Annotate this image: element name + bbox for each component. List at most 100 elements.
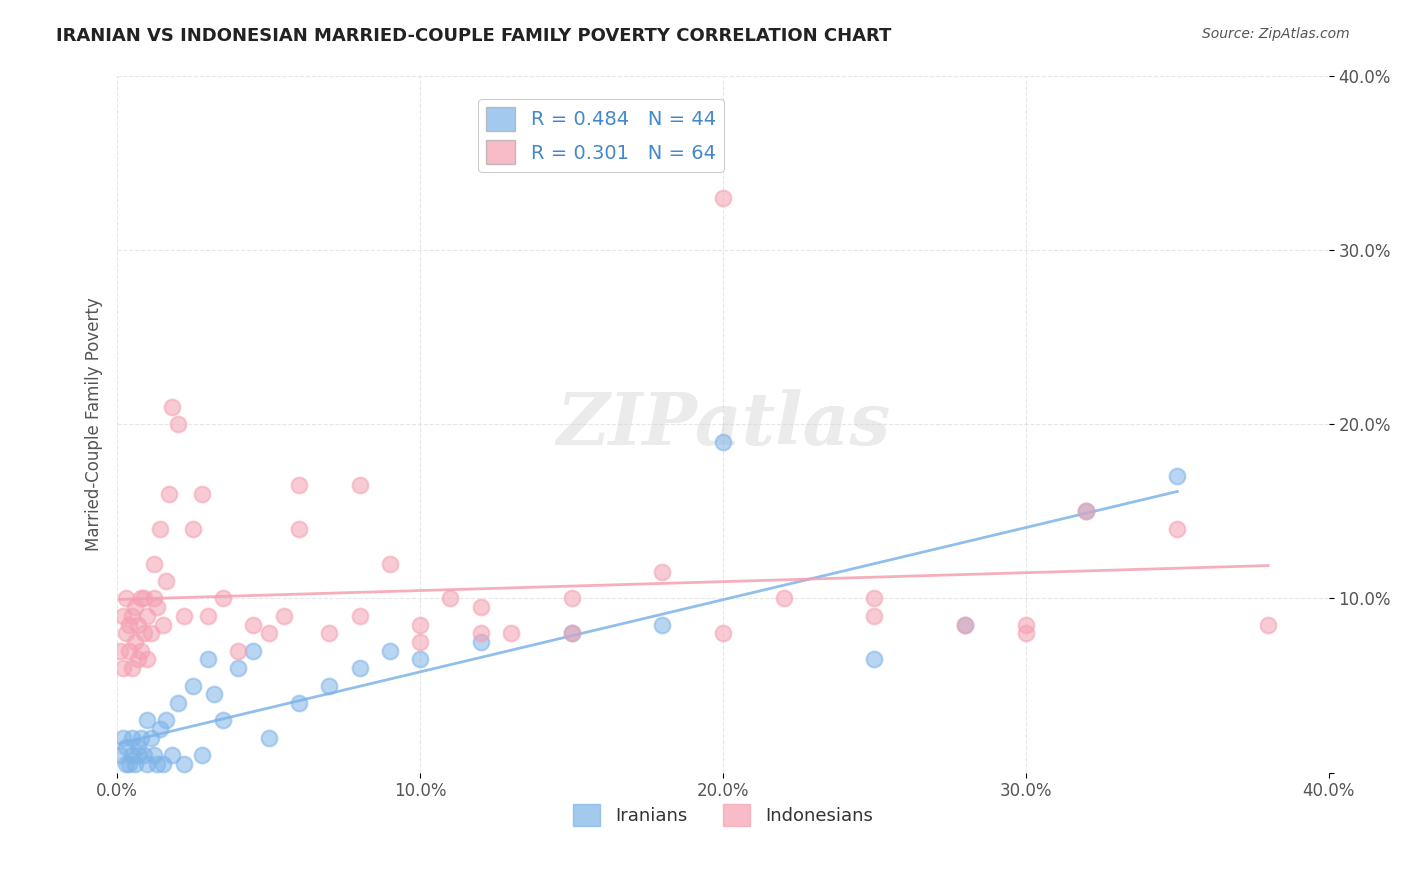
- Point: [955, 617, 977, 632]
- Point: [121, 748, 143, 763]
- Text: IRANIAN VS INDONESIAN MARRIED-COUPLE FAMILY POVERTY CORRELATION CHART: IRANIAN VS INDONESIAN MARRIED-COUPLE FAM…: [56, 27, 891, 45]
- Point: [257, 731, 280, 745]
- Point: [349, 478, 371, 492]
- Point: [121, 731, 143, 745]
- Point: [139, 626, 162, 640]
- Point: [1015, 626, 1038, 640]
- Point: [112, 731, 135, 745]
- Point: [124, 600, 146, 615]
- Point: [181, 679, 204, 693]
- Point: [173, 608, 195, 623]
- Point: [318, 679, 340, 693]
- Point: [242, 644, 264, 658]
- Point: [288, 696, 311, 710]
- Point: [560, 626, 582, 640]
- Point: [115, 739, 138, 754]
- Point: [112, 608, 135, 623]
- Point: [470, 600, 492, 615]
- Point: [349, 608, 371, 623]
- Text: ZIPatlas: ZIPatlas: [555, 389, 890, 459]
- Point: [118, 617, 141, 632]
- Point: [955, 617, 977, 632]
- Point: [118, 644, 141, 658]
- Point: [470, 635, 492, 649]
- Point: [166, 417, 188, 431]
- Point: [863, 652, 886, 666]
- Point: [560, 591, 582, 606]
- Point: [772, 591, 794, 606]
- Point: [134, 591, 156, 606]
- Point: [409, 652, 432, 666]
- Point: [118, 757, 141, 772]
- Point: [349, 661, 371, 675]
- Point: [1166, 469, 1188, 483]
- Point: [160, 748, 183, 763]
- Point: [470, 626, 492, 640]
- Point: [711, 626, 734, 640]
- Point: [191, 487, 214, 501]
- Point: [149, 722, 172, 736]
- Point: [134, 626, 156, 640]
- Point: [499, 626, 522, 640]
- Point: [202, 687, 225, 701]
- Point: [212, 714, 235, 728]
- Point: [155, 714, 177, 728]
- Point: [145, 757, 167, 772]
- Point: [115, 591, 138, 606]
- Point: [1166, 522, 1188, 536]
- Point: [127, 748, 149, 763]
- Point: [127, 739, 149, 754]
- Point: [139, 731, 162, 745]
- Y-axis label: Married-Couple Family Poverty: Married-Couple Family Poverty: [86, 297, 103, 551]
- Point: [409, 635, 432, 649]
- Point: [228, 661, 250, 675]
- Point: [863, 608, 886, 623]
- Point: [110, 644, 132, 658]
- Point: [121, 661, 143, 675]
- Text: Source: ZipAtlas.com: Source: ZipAtlas.com: [1202, 27, 1350, 41]
- Point: [112, 661, 135, 675]
- Point: [115, 757, 138, 772]
- Point: [378, 644, 401, 658]
- Point: [711, 190, 734, 204]
- Point: [131, 731, 153, 745]
- Legend: Iranians, Indonesians: Iranians, Indonesians: [567, 797, 880, 833]
- Point: [228, 644, 250, 658]
- Point: [711, 434, 734, 449]
- Point: [142, 748, 165, 763]
- Point: [142, 591, 165, 606]
- Point: [318, 626, 340, 640]
- Point: [212, 591, 235, 606]
- Point: [127, 652, 149, 666]
- Point: [127, 617, 149, 632]
- Point: [173, 757, 195, 772]
- Point: [651, 617, 673, 632]
- Point: [439, 591, 461, 606]
- Point: [134, 748, 156, 763]
- Point: [142, 557, 165, 571]
- Point: [197, 652, 219, 666]
- Point: [1257, 617, 1279, 632]
- Point: [155, 574, 177, 588]
- Point: [273, 608, 295, 623]
- Point: [257, 626, 280, 640]
- Point: [288, 522, 311, 536]
- Point: [149, 522, 172, 536]
- Point: [121, 608, 143, 623]
- Point: [166, 696, 188, 710]
- Point: [124, 757, 146, 772]
- Point: [1076, 504, 1098, 518]
- Point: [409, 617, 432, 632]
- Point: [378, 557, 401, 571]
- Point: [191, 748, 214, 763]
- Point: [157, 487, 180, 501]
- Point: [651, 566, 673, 580]
- Point: [136, 652, 159, 666]
- Point: [288, 478, 311, 492]
- Point: [197, 608, 219, 623]
- Point: [181, 522, 204, 536]
- Point: [152, 757, 174, 772]
- Point: [136, 714, 159, 728]
- Point: [242, 617, 264, 632]
- Point: [136, 608, 159, 623]
